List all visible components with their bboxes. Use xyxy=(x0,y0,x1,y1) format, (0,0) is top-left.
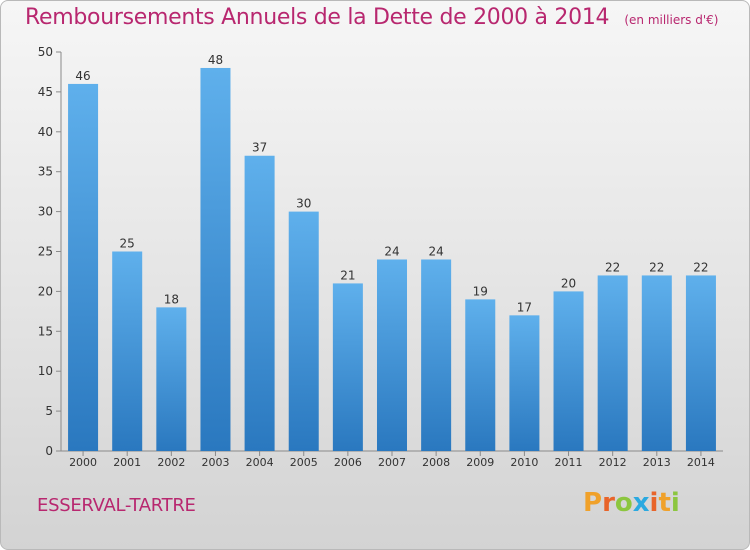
proxiti-logo: Proxiti xyxy=(583,488,680,518)
y-tick-label: 50 xyxy=(38,45,53,59)
logo-letter: P xyxy=(583,488,603,518)
bar xyxy=(641,275,672,451)
x-tick-label: 2005 xyxy=(290,456,318,469)
bar xyxy=(200,67,231,452)
bar xyxy=(288,211,319,451)
data-label: 24 xyxy=(428,244,443,258)
logo-letter: r xyxy=(602,488,615,518)
chart-title: Remboursements Annuels de la Dette de 20… xyxy=(25,5,718,30)
data-label: 22 xyxy=(605,260,620,274)
x-tick-label: 2006 xyxy=(334,456,362,469)
x-tick-label: 2003 xyxy=(201,456,229,469)
x-tick-label: 2004 xyxy=(246,456,274,469)
bar xyxy=(376,259,408,451)
x-tick-label: 2002 xyxy=(157,456,185,469)
bar xyxy=(244,155,275,452)
logo-letter: x xyxy=(632,488,650,518)
x-tick-label: 2007 xyxy=(378,456,406,469)
bars xyxy=(68,67,716,452)
x-tick-label: 2001 xyxy=(113,456,141,469)
bar xyxy=(465,299,496,451)
data-label: 17 xyxy=(517,300,532,314)
bar xyxy=(112,251,143,451)
data-label: 19 xyxy=(473,284,488,298)
y-tick-label: 25 xyxy=(38,245,53,259)
y-tick-label: 30 xyxy=(38,205,53,219)
data-label: 46 xyxy=(75,69,90,83)
bar xyxy=(156,307,187,451)
bar xyxy=(553,291,584,451)
data-label: 24 xyxy=(384,244,399,258)
y-tick-label: 5 xyxy=(45,404,53,418)
y-tick-label: 10 xyxy=(38,364,53,378)
logo-letter: t xyxy=(658,488,671,518)
x-tick-label: 2013 xyxy=(643,456,671,469)
data-label: 21 xyxy=(340,268,355,282)
bar xyxy=(421,259,452,451)
y-tick-label: 40 xyxy=(38,125,53,139)
data-label: 22 xyxy=(649,260,664,274)
bar xyxy=(597,275,628,451)
x-tick-label: 2008 xyxy=(422,456,450,469)
data-label: 18 xyxy=(164,292,179,306)
chart-title-text: Remboursements Annuels de la Dette de 20… xyxy=(25,5,610,30)
bar xyxy=(685,275,716,451)
data-label: 20 xyxy=(561,276,576,290)
bar xyxy=(509,315,540,451)
y-tick-label: 0 xyxy=(45,444,53,458)
data-label: 30 xyxy=(296,197,311,211)
x-tick-label: 2010 xyxy=(510,456,538,469)
data-label: 25 xyxy=(120,237,135,251)
bar xyxy=(68,83,99,452)
data-label: 48 xyxy=(208,53,223,67)
logo-letter: i xyxy=(649,488,659,518)
bar xyxy=(332,283,363,451)
y-tick-label: 35 xyxy=(38,165,53,179)
data-label: 22 xyxy=(693,260,708,274)
logo-letter: i xyxy=(670,488,680,518)
x-tick-label: 2009 xyxy=(466,456,494,469)
y-tick-label: 15 xyxy=(38,324,53,338)
axes: 0 5 10 15 20 25 30 35 40 45 50 2000 2001 2002 2003 2004… xyxy=(38,45,723,469)
x-tick-label: 2012 xyxy=(599,456,627,469)
x-tick-label: 2011 xyxy=(555,456,583,469)
data-label: 37 xyxy=(252,141,267,155)
y-tick-label: 20 xyxy=(38,284,53,298)
logo-letter: o xyxy=(614,488,633,518)
data-labels: 46 25 18 48 37 30 21 24 24 19 17 20 22 22 22 xyxy=(75,53,708,314)
chart-unit: (en milliers d'€) xyxy=(624,13,719,27)
y-tick-label: 45 xyxy=(38,85,53,99)
x-tick-label: 2000 xyxy=(69,456,97,469)
x-tick-label: 2014 xyxy=(687,456,715,469)
commune-name: ESSERVAL-TARTRE xyxy=(37,495,196,516)
